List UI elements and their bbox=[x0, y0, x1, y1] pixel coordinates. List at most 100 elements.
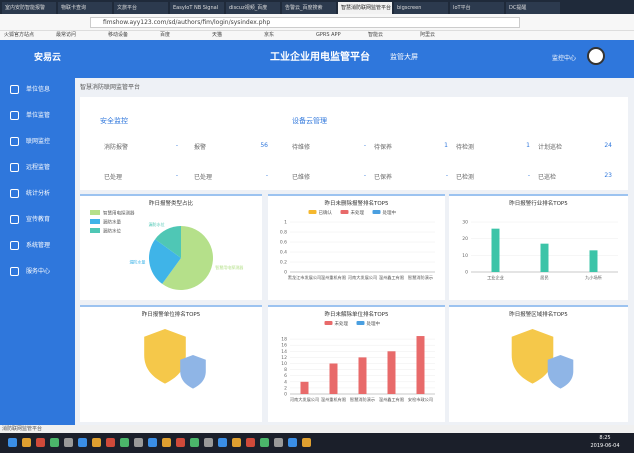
y-tick-label: 0.6 bbox=[280, 240, 287, 246]
url[interactable]: fimshow.ayy123.com/sd/authors/fim/login/… bbox=[90, 17, 520, 28]
nav-item[interactable]: 单位信息 bbox=[26, 86, 51, 93]
legend-swatch bbox=[324, 321, 333, 325]
nav-item[interactable]: 宣传教育 bbox=[26, 216, 51, 223]
pie-slice bbox=[155, 226, 181, 258]
stat-value: 24 bbox=[604, 142, 612, 149]
y-tick-label: 2 bbox=[284, 385, 287, 391]
taskbar-icon[interactable] bbox=[246, 438, 255, 447]
clock-date: 2019-06-04 bbox=[590, 443, 620, 449]
taskbar-icon[interactable] bbox=[274, 438, 283, 447]
stat-value: - bbox=[363, 142, 366, 149]
taskbar-icon[interactable] bbox=[36, 438, 45, 447]
bar bbox=[589, 250, 598, 272]
taskbar-icon[interactable] bbox=[162, 438, 171, 447]
bookmark[interactable]: 京东 bbox=[264, 32, 275, 38]
section-title: 设备云管理 bbox=[292, 117, 327, 125]
tab[interactable]: EasyIoT NB Signal bbox=[170, 2, 224, 14]
taskbar-icon[interactable] bbox=[302, 438, 311, 447]
breadcrumb: 智慧消防联网监管平台 bbox=[80, 84, 141, 91]
avatar bbox=[587, 47, 605, 65]
taskbar-icon[interactable] bbox=[106, 438, 115, 447]
taskbar-icon[interactable] bbox=[204, 438, 213, 447]
tab[interactable]: 物联卡查询 bbox=[58, 2, 112, 14]
chart-card: 昨日报警行业排名TOP5 0 10 20 30 工业企业 居民 九小场所 bbox=[449, 194, 628, 300]
stat-value: 1 bbox=[444, 142, 448, 149]
legend-swatch bbox=[356, 321, 365, 325]
y-tick-label: 12 bbox=[281, 355, 287, 361]
chart-title: 昨日报警区域排名TOP5 bbox=[509, 310, 568, 318]
x-tick-label: 河南大发展公司 bbox=[348, 274, 377, 281]
x-tick-label: 温州鑫工有限 bbox=[379, 274, 405, 281]
stat-value: - bbox=[265, 172, 268, 179]
taskbar-icon[interactable] bbox=[64, 438, 73, 447]
nav-item[interactable]: 单位监管 bbox=[26, 112, 51, 119]
nav-item[interactable]: 系统管理 bbox=[26, 242, 51, 249]
bar bbox=[416, 336, 425, 394]
y-tick-label: 0.8 bbox=[280, 230, 287, 236]
bookmark[interactable]: 阿里云 bbox=[420, 32, 436, 38]
taskbar-icon[interactable] bbox=[190, 438, 199, 447]
taskbar-icon[interactable] bbox=[50, 438, 59, 447]
bookmark[interactable]: 百度 bbox=[160, 32, 171, 38]
nav-item[interactable]: 远程监管 bbox=[26, 164, 51, 171]
app-title: 工业企业用电监管平台 bbox=[270, 52, 370, 63]
tab[interactable]: DC提醒 bbox=[506, 2, 560, 14]
legend-label: 未处理 bbox=[335, 320, 349, 327]
legend-swatch bbox=[90, 210, 100, 215]
tab[interactable]: 告警云_百度搜索 bbox=[282, 2, 336, 14]
stat-label: 待维修 bbox=[292, 144, 311, 151]
nav-icon bbox=[10, 111, 19, 120]
y-tick-label: 0.2 bbox=[280, 260, 287, 266]
taskbar-icon[interactable] bbox=[120, 438, 129, 447]
screen-link[interactable]: 监管大屏 bbox=[390, 53, 418, 61]
bookmark[interactable]: 火狐官方站点 bbox=[4, 32, 35, 38]
nav-item[interactable]: 统计分析 bbox=[26, 190, 51, 197]
tab[interactable]: bigscreen bbox=[394, 2, 448, 14]
chart-card: 昨日未删除报警排名TOP5 0 0.2 0.4 0.6 0.8 1 已确认 未处理 处理中 黑龙江市… bbox=[268, 194, 445, 300]
legend-label: 已确认 bbox=[319, 209, 333, 216]
x-tick-label: 河南大发展公司 bbox=[290, 396, 319, 403]
stat-value: - bbox=[175, 172, 178, 179]
taskbar-icon[interactable] bbox=[8, 438, 17, 447]
y-tick-label: 0 bbox=[284, 392, 287, 398]
bar bbox=[387, 351, 396, 394]
bookmark[interactable]: 天猫 bbox=[212, 32, 223, 38]
nav-item[interactable]: 服务中心 bbox=[26, 268, 51, 275]
taskbar-icon[interactable] bbox=[22, 438, 31, 447]
nav-item[interactable]: 联网监控 bbox=[26, 138, 51, 145]
tab[interactable]: 文旅平台 bbox=[114, 2, 168, 14]
bookmark[interactable]: 最常访问 bbox=[56, 32, 77, 38]
bookmark[interactable]: 移动设备 bbox=[108, 32, 129, 38]
legend-swatch bbox=[308, 210, 317, 214]
chart-title: 昨日未删除报警排名TOP5 bbox=[324, 199, 389, 207]
slice-label: 漏防水位 bbox=[149, 221, 165, 227]
chart-title: 昨日报警单位排名TOP5 bbox=[142, 310, 201, 318]
y-tick-label: 4 bbox=[284, 379, 287, 385]
tab[interactable]: 室内安防智能报警 bbox=[2, 2, 56, 14]
monitor-link[interactable]: 监控中心 bbox=[552, 55, 577, 62]
bookmark[interactable]: GPRS APP bbox=[316, 32, 341, 38]
tab[interactable]: IoT平台 bbox=[450, 2, 504, 14]
taskbar-icon[interactable] bbox=[176, 438, 185, 447]
bar bbox=[540, 243, 549, 272]
taskbar-icon[interactable] bbox=[134, 438, 143, 447]
bookmark[interactable]: 智能云 bbox=[368, 32, 384, 38]
nav-icon bbox=[10, 163, 19, 172]
taskbar-icon[interactable] bbox=[260, 438, 269, 447]
chart: 昨日未删除报警排名TOP5 0 0.2 0.4 0.6 0.8 1 已确认 未处理 处理中黑龙江市… bbox=[280, 199, 435, 281]
stats-card bbox=[80, 97, 628, 190]
taskbar-icon[interactable] bbox=[288, 438, 297, 447]
tab[interactable]: 智慧消防联网监管平台 bbox=[338, 2, 392, 14]
clock-time: 8:25 bbox=[599, 435, 611, 441]
taskbar bbox=[0, 433, 634, 453]
taskbar-icon[interactable] bbox=[218, 438, 227, 447]
taskbar-icon[interactable] bbox=[78, 438, 87, 447]
chart-card: 昨日未解除单位排名TOP5 0 2 4 6 8 10 12 14 16 18 未处理 处理中 河南大发展公… bbox=[268, 305, 445, 422]
taskbar-icon[interactable] bbox=[232, 438, 241, 447]
taskbar-icon[interactable] bbox=[148, 438, 157, 447]
stat-label: 报警 bbox=[194, 144, 207, 151]
y-tick-label: 30 bbox=[462, 220, 468, 226]
taskbar-icon[interactable] bbox=[92, 438, 101, 447]
tab[interactable]: discuz视频_百度 bbox=[226, 2, 280, 14]
